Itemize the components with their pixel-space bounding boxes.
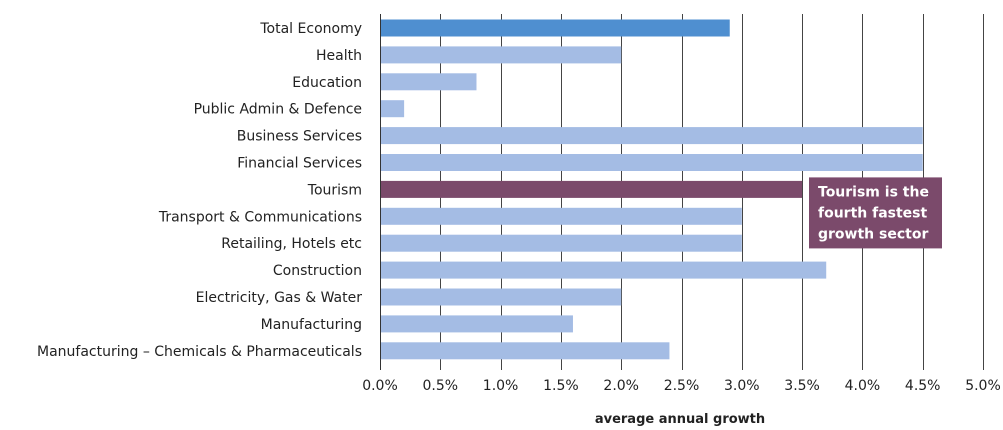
x-tick-label: 2.0% xyxy=(603,378,639,394)
category-label: Manufacturing – Chemicals & Pharmaceutic… xyxy=(37,344,362,360)
tourism-callout: Tourism is the fourth fastest growth secto… xyxy=(809,177,942,249)
category-label: Health xyxy=(316,48,362,64)
bar-retailing-hotels-etc xyxy=(381,234,742,252)
x-tick-label: 1.5% xyxy=(543,378,579,394)
callout-box xyxy=(809,177,942,249)
callout-text-line: fourth fastest xyxy=(818,205,928,221)
bar-total-economy xyxy=(381,19,730,37)
x-tick-label: 0.5% xyxy=(423,378,459,394)
bar-manufacturing xyxy=(381,315,573,333)
category-label: Total Economy xyxy=(259,21,362,37)
category-label: Financial Services xyxy=(237,156,362,172)
category-labels: Total Economy Health Education Public Admin… xyxy=(37,21,362,360)
bar-manufacturing-chemicals-pharmaceuticals xyxy=(381,342,670,360)
category-label: Public Admin & Defence xyxy=(194,102,362,118)
bars xyxy=(381,19,923,360)
x-tick-label: 3.0% xyxy=(724,378,760,394)
category-label: Electricity, Gas & Water xyxy=(196,290,363,306)
category-label: Retailing, Hotels etc xyxy=(221,236,362,252)
bar-tourism xyxy=(381,180,803,198)
x-tick-label: 1.0% xyxy=(483,378,519,394)
x-tick-label: 5.0% xyxy=(965,378,1001,394)
bar-business-services xyxy=(381,127,923,145)
bar-electricity-gas-water xyxy=(381,288,622,306)
category-label: Education xyxy=(292,75,362,91)
x-tick-label: 4.5% xyxy=(905,378,941,394)
bar-financial-services xyxy=(381,154,923,171)
bar-public-admin-defence xyxy=(381,100,405,118)
category-label: Tourism xyxy=(307,182,362,198)
category-label: Construction xyxy=(273,263,362,279)
category-label: Transport & Communications xyxy=(158,209,362,225)
bar-education xyxy=(381,73,477,91)
bar-transport-communications xyxy=(381,207,742,225)
callout-text-line: growth sector xyxy=(818,226,928,242)
x-tick-labels: 0.0% 0.5% 1.0% 1.5% 2.0% 2.5% 3.0% 3.5% 4.0% 4.5%… xyxy=(362,378,1001,394)
bar-construction xyxy=(381,261,827,279)
x-tick-label: 4.0% xyxy=(845,378,881,394)
x-tick-label: 3.5% xyxy=(784,378,820,394)
x-axis-label: average annual growth xyxy=(595,412,765,427)
x-tick-label: 0.0% xyxy=(362,378,398,394)
category-label: Business Services xyxy=(237,129,362,145)
callout-text-line: Tourism is the xyxy=(818,184,929,200)
category-label: Manufacturing xyxy=(261,317,362,333)
bar-health xyxy=(381,46,622,64)
x-tick-label: 2.5% xyxy=(664,378,700,394)
